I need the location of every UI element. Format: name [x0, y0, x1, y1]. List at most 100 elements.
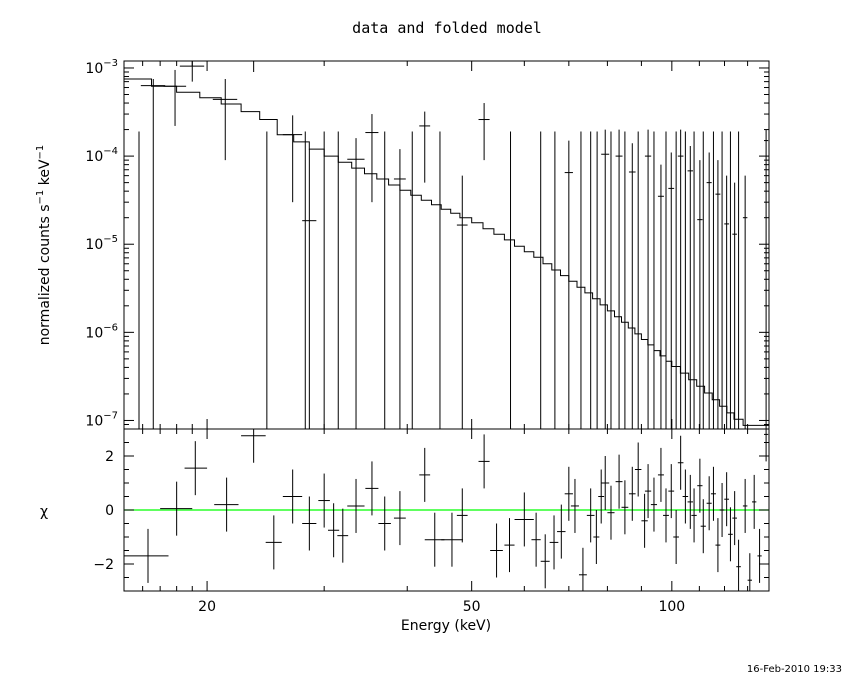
- spectrum-data-point: [140, 78, 166, 429]
- tick-base: 10: [85, 237, 103, 253]
- residual-data-point: [607, 485, 615, 540]
- residual-data-point: [736, 539, 741, 591]
- residual-data-point: [641, 493, 648, 548]
- residual-data-point: [347, 478, 365, 533]
- upper-limit-lines: [138, 131, 740, 429]
- residual-data-point: [441, 512, 463, 567]
- spectrum-data-point: [644, 129, 652, 429]
- ylabel-exp2: −1: [35, 145, 46, 160]
- residual-data-point: [593, 510, 600, 564]
- ylabel-exp1: −1: [35, 190, 46, 205]
- spectrum-data-point: [282, 115, 303, 203]
- residual-data-point: [644, 464, 652, 519]
- spectrum-data-point: [419, 111, 431, 183]
- tick-base: 10: [85, 325, 103, 341]
- residual-data-point: [668, 464, 675, 519]
- residual-data-point: [677, 435, 684, 490]
- chart-title: data and folded model: [352, 19, 542, 37]
- spectrum-data-point: [564, 140, 573, 429]
- spectrum-data-point: [241, 60, 266, 73]
- residual-data-point: [715, 518, 721, 573]
- residual-data-point: [598, 469, 605, 524]
- ylabel-mid: keV: [37, 159, 53, 190]
- spectrum-data-point: [365, 114, 379, 203]
- spectrum-y-tick-label: 10−7: [85, 410, 118, 429]
- energy-x-tick-label: 100: [658, 599, 685, 615]
- residual-data-point: [337, 508, 349, 563]
- residual-data-point: [302, 496, 317, 551]
- residual-data-point: [710, 466, 716, 521]
- spectrum-panel: 10−310−410−510−610−7 normalized counts s…: [35, 58, 770, 430]
- residual-data-point: [657, 447, 664, 502]
- residual-data-point: [615, 454, 623, 509]
- spectrum-y-tick-label: 10−6: [85, 322, 118, 341]
- spectrum-data-point: [687, 146, 693, 429]
- residual-data-point: [564, 466, 573, 521]
- residual-data-points: [124, 429, 769, 591]
- folded-model-line: [124, 78, 769, 426]
- residual-data-point: [378, 496, 391, 551]
- residual-data-point: [719, 483, 725, 537]
- spectrum-data-points: [140, 60, 769, 429]
- residual-data-point: [570, 478, 579, 533]
- spectrum-y-tick-label: 10−3: [85, 58, 118, 77]
- residual-data-point: [514, 492, 534, 547]
- residual-data-point: [160, 481, 193, 536]
- residual-data-point: [601, 456, 610, 510]
- spectrum-data-point: [677, 129, 684, 429]
- residual-data-point: [757, 528, 762, 583]
- spectrum-data-point: [657, 164, 664, 429]
- energy-x-tick-label: 20: [198, 599, 216, 615]
- residual-data-point: [673, 510, 679, 564]
- residual-data-point: [184, 441, 208, 496]
- residual-data-point: [214, 477, 239, 532]
- residual-data-point: [490, 523, 503, 578]
- spectrum-data-point: [732, 182, 737, 429]
- spectrum-data-point: [668, 152, 675, 429]
- spectrum-data-point: [163, 69, 187, 126]
- spectrum-y-tick-label: 10−4: [85, 146, 118, 165]
- residual-data-point: [621, 480, 629, 535]
- tick-base: 10: [85, 61, 103, 77]
- residual-data-point: [557, 504, 566, 559]
- residual-x-ticks: 20 50 100: [142, 61, 770, 615]
- spectrum-data-point: [212, 78, 238, 161]
- tick-exponent: −4: [103, 146, 118, 157]
- residual-data-point: [752, 474, 757, 529]
- tick-base: 10: [85, 413, 103, 429]
- residual-data-point: [634, 442, 642, 497]
- timestamp: 16-Feb-2010 19:33: [747, 664, 842, 675]
- tick-exponent: −3: [103, 58, 118, 69]
- chi-y-axis-label: χ: [40, 504, 48, 520]
- residual-data-point: [747, 553, 753, 591]
- spectrum-data-point: [615, 129, 623, 429]
- residual-data-point: [732, 491, 737, 546]
- residual-panel: 20−2 20 50 100 χ Energy (keV): [40, 61, 770, 634]
- spectrum-data-point: [302, 149, 317, 429]
- residual-data-point: [742, 478, 748, 533]
- residual-data-point: [424, 512, 445, 567]
- residual-data-point: [724, 472, 730, 527]
- spectrum-data-point: [706, 152, 712, 429]
- residual-data-point: [393, 491, 406, 546]
- tick-exponent: −7: [103, 410, 118, 421]
- residual-data-point: [504, 518, 515, 573]
- spectrum-data-point: [601, 129, 610, 429]
- residual-data-point: [628, 466, 636, 521]
- residual-data-point: [478, 434, 490, 489]
- spectrum-data-point: [742, 175, 748, 429]
- residual-data-point: [540, 534, 550, 589]
- residual-data-point: [318, 473, 330, 528]
- residual-data-point: [419, 447, 431, 502]
- residual-data-point: [728, 507, 733, 562]
- residual-data-point: [282, 469, 303, 524]
- residual-data-point: [241, 429, 266, 463]
- spectrum-y-tick-label: 10−5: [85, 234, 118, 253]
- spectrum-data-point: [347, 138, 365, 429]
- residual-data-point: [691, 488, 697, 543]
- residual-data-point: [650, 477, 658, 532]
- residual-data-point: [578, 547, 587, 591]
- residual-y-tick-label: −2: [93, 557, 114, 573]
- residual-data-point: [124, 528, 169, 583]
- residual-y-tick-label: 0: [105, 503, 114, 519]
